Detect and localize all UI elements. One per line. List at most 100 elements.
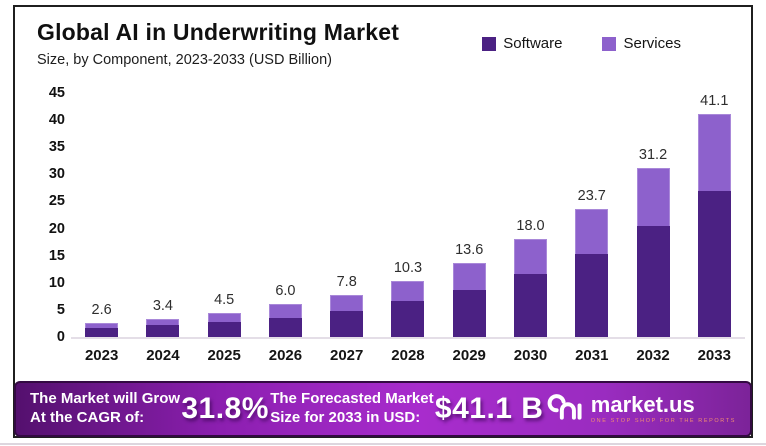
x-axis-year-label: 2023	[84, 347, 119, 364]
chart-title: Global AI in Underwriting Market	[37, 19, 400, 45]
bar-group-2030: 18.0	[500, 218, 561, 337]
x-axis-year-label: 2029	[452, 347, 486, 364]
bar-total-label: 6.0	[275, 283, 296, 300]
chart-card: Global AI in Underwriting Market Size, b…	[13, 5, 753, 438]
logo-text: market.us ONE STOP SHOP FOR THE REPORTS	[590, 392, 736, 425]
bar-group-2025: 4.5	[194, 292, 255, 337]
stacked-bar-2031	[575, 208, 609, 337]
bar-total-label: 31.2	[638, 146, 668, 163]
stacked-bar-2033	[697, 114, 731, 337]
y-axis-tick-label: 15	[48, 247, 65, 264]
cagr-label-line1: The Market will Grow	[30, 390, 181, 408]
forecast-label-line2: Size for 2033 in USD:	[270, 409, 421, 426]
y-axis-tick-label: 5	[56, 301, 65, 318]
y-axis-tick-label: 30	[48, 166, 65, 183]
bar-group-2033: 41.1	[684, 93, 745, 337]
bar-total-label: 2.6	[91, 301, 112, 318]
y-axis: 0 5 10 15 20 25 30 35 40 45	[29, 85, 71, 345]
services-segment	[268, 304, 302, 319]
kpi-banner: The Market will Grow At the CAGR of: 31.…	[14, 381, 752, 437]
software-swatch-icon	[482, 36, 497, 51]
bar-group-2027: 7.8	[316, 274, 377, 337]
plot-column: 2.6 3.4 4.5 6.0 7.8 10.3 13.6 18.0 23.7 31.2 41.1 …	[71, 93, 745, 364]
chart-legend: Software Services	[482, 35, 681, 52]
bar-group-2024: 3.4	[132, 298, 193, 337]
y-axis-tick-label: 45	[48, 85, 65, 101]
services-segment	[575, 208, 609, 254]
bar-total-label: 7.8	[336, 273, 357, 290]
chart-subtitle: Size, by Component, 2023-2033 (USD Billi…	[37, 52, 332, 68]
stacked-bar-2027	[330, 294, 364, 337]
legend-label-software: Software	[503, 35, 563, 52]
stacked-bar-2023	[85, 322, 119, 337]
software-segment	[146, 325, 180, 337]
bar-group-2028: 10.3	[377, 260, 438, 337]
bar-total-label: 23.7	[577, 187, 606, 204]
marketus-logo: market.us ONE STOP SHOP FOR THE REPORTS	[545, 393, 736, 425]
bar-group-2026: 6.0	[255, 283, 316, 337]
x-axis-year-label: 2024	[146, 347, 180, 364]
cagr-label: The Market will Grow At the CAGR of:	[30, 390, 180, 428]
bar-group-2029: 13.6	[439, 242, 500, 337]
x-axis-year-label: 2027	[330, 347, 364, 364]
y-axis-tick-label: 10	[48, 274, 65, 291]
services-segment	[513, 239, 547, 275]
forecast-label-line1: The Forecasted Market	[270, 390, 434, 408]
software-segment	[207, 322, 241, 337]
software-segment	[575, 253, 609, 337]
x-axis-year-label: 2028	[391, 347, 425, 364]
legend-label-services: Services	[623, 35, 681, 52]
software-segment	[85, 327, 119, 337]
logo-name: market.us	[590, 392, 695, 417]
marketus-logo-icon	[547, 394, 582, 420]
software-segment	[268, 318, 302, 337]
y-axis-tick-label: 0	[56, 329, 65, 345]
software-segment	[636, 226, 670, 337]
y-axis-tick-label: 35	[48, 139, 65, 156]
x-axis-year-label: 2030	[513, 347, 548, 364]
bar-group-2032: 31.2	[622, 147, 683, 337]
stacked-bar-2025	[207, 312, 241, 337]
services-segment	[85, 322, 119, 328]
x-axis-year-label: 2031	[575, 347, 609, 364]
software-segment	[513, 274, 547, 337]
software-segment	[452, 289, 486, 337]
forecast-label: The Forecasted Market Size for 2033 in U…	[270, 390, 433, 428]
services-segment	[636, 167, 670, 227]
stacked-bar-chart: 0 5 10 15 20 25 30 35 40 45 2.6 3.4 4.5 6.0 7.8 10.3 13…	[29, 85, 745, 364]
y-axis-tick-label: 20	[48, 220, 65, 237]
x-axis-year-label: 2033	[697, 347, 731, 364]
bars-container: 2.6 3.4 4.5 6.0 7.8 10.3 13.6 18.0 23.7 31.2 41.1	[71, 93, 745, 337]
legend-item-software: Software	[482, 35, 562, 52]
chart-header: Global AI in Underwriting Market Size, b…	[37, 19, 399, 68]
stacked-bar-2024	[146, 318, 180, 337]
services-segment	[146, 318, 180, 326]
services-segment	[697, 114, 731, 192]
software-segment	[697, 191, 731, 337]
y-axis-tick-label: 40	[48, 112, 65, 129]
y-axis-tick-label: 25	[48, 193, 65, 210]
services-swatch-icon	[602, 36, 617, 51]
cagr-value: 31.8%	[181, 392, 269, 425]
plot-area: 2.6 3.4 4.5 6.0 7.8 10.3 13.6 18.0 23.7 31.2 41.1	[71, 93, 745, 339]
bar-total-label: 18.0	[516, 218, 545, 235]
x-axis-year-label: 2026	[268, 347, 303, 364]
software-segment	[391, 301, 425, 337]
stacked-bar-2028	[391, 281, 425, 337]
bar-total-label: 3.4	[152, 297, 173, 314]
bar-total-label: 4.5	[214, 291, 235, 308]
services-segment	[330, 294, 364, 311]
x-axis-year-label: 2025	[207, 347, 241, 364]
stacked-bar-2030	[513, 239, 547, 337]
services-segment	[452, 263, 486, 290]
bar-total-label: 41.1	[700, 93, 729, 110]
bar-total-label: 10.3	[393, 260, 423, 277]
logo-tagline: ONE STOP SHOP FOR THE REPORTS	[590, 418, 736, 424]
stacked-bar-2026	[268, 304, 302, 337]
cagr-label-line2: At the CAGR of:	[30, 409, 145, 426]
services-segment	[207, 312, 241, 323]
stacked-bar-2029	[452, 263, 486, 337]
forecast-value: $41.1 B	[434, 392, 544, 425]
x-axis-year-label: 2032	[636, 347, 670, 364]
